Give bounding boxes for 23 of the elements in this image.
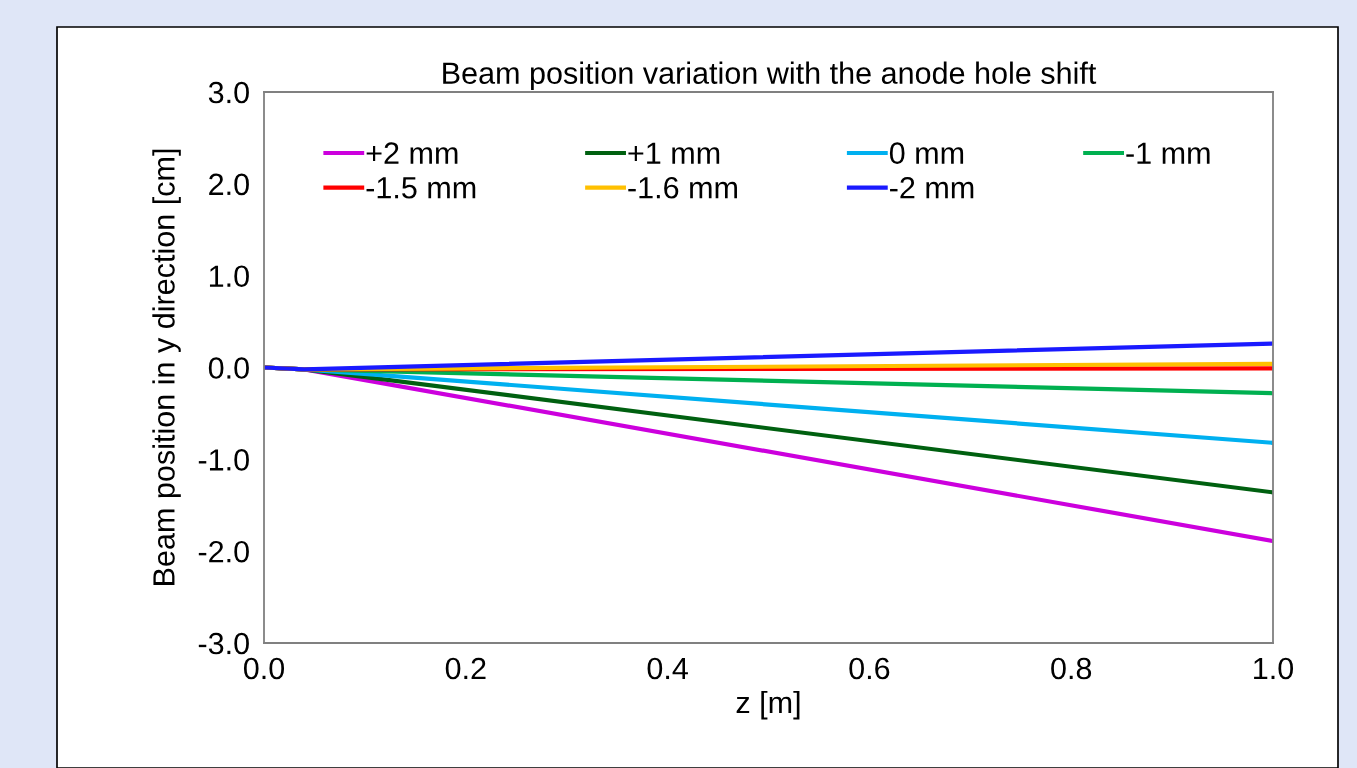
y-tick-label: 0.0 [208, 357, 249, 379]
x-tick-label: 1.0 [1254, 657, 1294, 680]
y-tick-label: -1.0 [198, 449, 249, 471]
x-tick-label: 0.8 [1051, 657, 1092, 680]
x-tick-label: 0.2 [445, 657, 486, 680]
x-tick-label: 0.6 [849, 657, 890, 680]
y-tick-label: 3.0 [208, 81, 249, 104]
chart-title: Beam position variation with the anode hole shift [443, 61, 1097, 91]
x-axis-title: z [m] [736, 690, 800, 720]
y-tick-label: 1.0 [209, 265, 249, 288]
legend-label: -1.6 mm [628, 176, 737, 199]
legend-label: -1 mm [1126, 142, 1210, 164]
legend-label: -1.5 mm [366, 177, 476, 199]
legend-label: +1 mm [628, 142, 720, 164]
legend-label: -2 mm [890, 176, 974, 199]
x-tick-label: 0.0 [243, 657, 285, 680]
y-axis-title: Beam position in y direction [cm] [152, 149, 181, 585]
y-tick-label: -3.0 [198, 632, 249, 655]
x-tick-label: 0.4 [647, 657, 688, 680]
y-tick-label: 2.0 [209, 173, 249, 196]
y-tick-label: -2.0 [198, 540, 249, 563]
legend-label: 0 mm [889, 142, 964, 164]
legend-label: +2 mm [366, 142, 458, 164]
